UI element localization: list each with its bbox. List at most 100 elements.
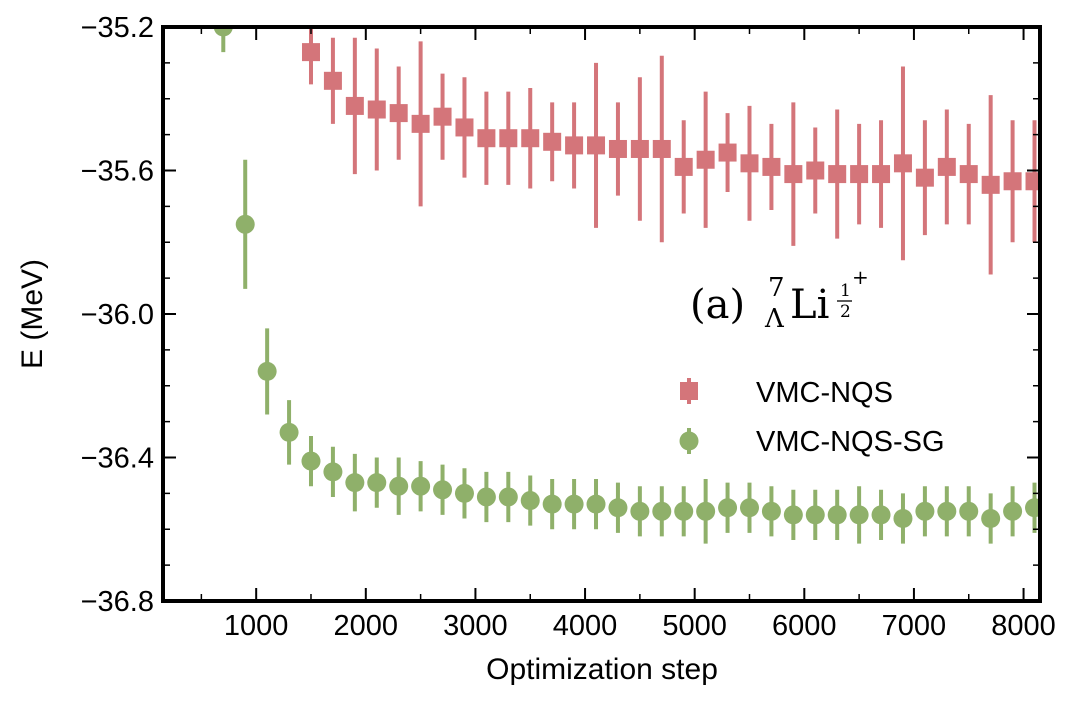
data-point	[520, 491, 540, 511]
data-point	[411, 114, 430, 133]
data-point	[762, 157, 781, 176]
data-point	[740, 154, 759, 173]
data-point	[872, 165, 891, 184]
data-point	[257, 361, 277, 381]
legend-label-vmc-nqs-sg: VMC-NQS-SG	[756, 426, 945, 458]
data-point	[652, 139, 671, 158]
data-point	[893, 154, 912, 173]
y-tick-label: −35.6	[81, 156, 154, 188]
data-point	[454, 483, 474, 503]
data-point	[608, 498, 628, 518]
x-tick-label: 3000	[443, 610, 508, 642]
series-vmc-nqs-sg	[213, 27, 1040, 544]
y-tick-label: −36.4	[81, 443, 154, 475]
data-point	[761, 501, 781, 521]
data-point	[806, 161, 825, 180]
data-point	[739, 498, 759, 518]
data-point	[630, 501, 650, 521]
data-point	[784, 165, 803, 184]
data-point	[345, 96, 364, 115]
data-point	[630, 139, 649, 158]
data-point	[959, 501, 979, 521]
data-point	[959, 165, 978, 184]
data-point	[477, 129, 496, 148]
data-point	[433, 480, 453, 500]
data-point	[674, 157, 693, 176]
data-point	[476, 487, 496, 507]
legend-entry-vmc-nqs: VMC-NQS	[680, 377, 893, 409]
data-point	[981, 175, 1000, 194]
y-tick-label: −35.2	[81, 12, 154, 44]
x-tick-label: 2000	[334, 610, 399, 642]
y-axis-label: E (MeV)	[16, 259, 49, 369]
plot-frame	[161, 25, 1042, 603]
data-point	[827, 505, 847, 525]
data-point	[718, 498, 738, 518]
data-point	[433, 107, 452, 126]
data-point	[937, 501, 957, 521]
data-point	[850, 165, 869, 184]
x-tick-label: 4000	[553, 610, 618, 642]
x-tick-label: 1000	[224, 610, 289, 642]
data-point	[828, 165, 847, 184]
data-point	[323, 71, 342, 90]
series-layer	[213, 27, 1040, 544]
data-point	[1003, 172, 1022, 191]
annotation-lambda: Λ	[764, 304, 785, 334]
data-point	[805, 505, 825, 525]
x-axis-label: Optimization step	[486, 653, 718, 686]
x-tick-label: 7000	[882, 610, 947, 642]
y-tick-label: −36.0	[81, 299, 154, 331]
data-point	[587, 136, 606, 155]
data-point	[565, 136, 584, 155]
data-point	[981, 508, 1001, 528]
data-point	[871, 505, 891, 525]
data-point	[455, 118, 474, 137]
data-point	[235, 214, 255, 234]
data-point	[718, 143, 737, 162]
data-point	[301, 451, 321, 471]
data-point	[849, 505, 869, 525]
legend-marker-square-vmc-nqs	[680, 382, 698, 400]
data-point	[564, 494, 584, 514]
data-point	[345, 473, 365, 493]
x-tick-label: 6000	[772, 610, 837, 642]
legend: VMC-NQS VMC-NQS-SG	[679, 377, 945, 458]
x-tick-label: 8000	[991, 610, 1056, 642]
data-point	[893, 508, 913, 528]
legend-label-vmc-nqs: VMC-NQS	[756, 377, 893, 409]
tick-labels-layer: 1000 2000 3000 4000 5000 6000 7000 8000 −36.8 −36…	[81, 12, 1056, 642]
annotation-mass: 7	[768, 273, 785, 303]
data-point	[213, 27, 233, 37]
data-point	[389, 476, 409, 496]
data-point	[542, 494, 562, 514]
data-point	[367, 100, 386, 119]
y-tick-label: −36.8	[81, 586, 154, 618]
data-point	[937, 157, 956, 176]
annotation-element: Li	[790, 282, 829, 328]
legend-marker-circle-vmc-nqs-sg	[679, 431, 699, 451]
data-point	[608, 139, 627, 158]
data-point	[783, 505, 803, 525]
data-point	[498, 487, 518, 507]
chart-annotation: (a) 7 Λ Li 1 2 +	[690, 265, 869, 334]
data-point	[367, 473, 387, 493]
data-point	[1025, 172, 1040, 191]
data-point	[411, 476, 431, 496]
data-point	[521, 129, 540, 148]
x-tick-label: 5000	[662, 610, 727, 642]
data-point	[499, 129, 518, 148]
data-point	[389, 104, 408, 123]
data-point	[586, 494, 606, 514]
series-vmc-nqs	[301, 27, 1040, 275]
data-point	[1025, 498, 1040, 518]
data-point	[543, 132, 562, 151]
data-point	[1003, 501, 1023, 521]
data-point	[301, 43, 320, 62]
data-point	[279, 422, 299, 442]
data-point	[915, 501, 935, 521]
data-point	[696, 501, 716, 521]
annotation-parity: +	[852, 265, 869, 289]
annotation-prefix: (a)	[690, 282, 745, 328]
